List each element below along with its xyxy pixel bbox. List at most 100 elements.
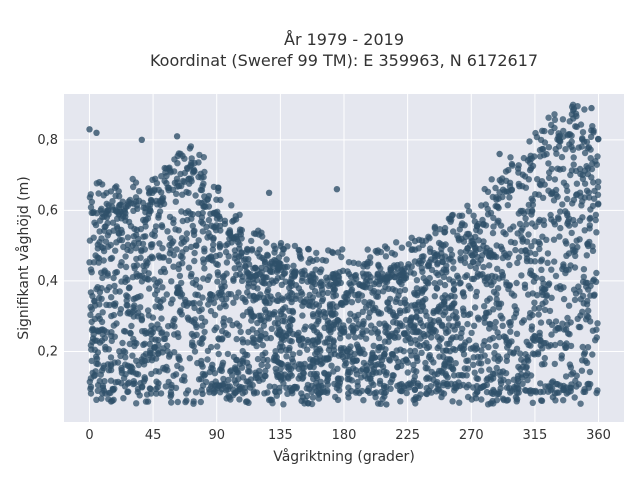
- data-point: [399, 269, 407, 276]
- data-point: [585, 313, 592, 321]
- data-point: [113, 239, 120, 246]
- data-point: [573, 237, 580, 244]
- data-point: [94, 349, 102, 356]
- data-point: [414, 289, 421, 297]
- data-point: [584, 297, 591, 305]
- data-point: [296, 247, 303, 254]
- data-point: [545, 318, 553, 326]
- data-point: [236, 322, 243, 330]
- data-point: [405, 324, 412, 331]
- data-point: [463, 272, 471, 279]
- data-point: [490, 223, 497, 230]
- data-point: [156, 325, 163, 332]
- data-point: [103, 208, 111, 215]
- data-point: [455, 274, 462, 282]
- data-point: [300, 342, 307, 349]
- data-point: [172, 198, 179, 205]
- data-point: [210, 234, 217, 242]
- data-point: [181, 373, 188, 380]
- data-point: [99, 309, 106, 316]
- data-point: [586, 368, 594, 376]
- data-point: [422, 295, 429, 303]
- data-point: [197, 398, 204, 406]
- data-point: [581, 149, 589, 157]
- data-point: [446, 215, 453, 223]
- data-point: [566, 331, 573, 338]
- data-point: [478, 367, 485, 374]
- data-point: [100, 362, 108, 369]
- data-point: [387, 268, 395, 275]
- data-point: [91, 297, 98, 304]
- data-point: [426, 245, 434, 252]
- data-point: [137, 225, 145, 233]
- data-point: [348, 273, 355, 281]
- data-point: [574, 103, 581, 110]
- data-point: [229, 321, 236, 329]
- data-point: [201, 168, 208, 176]
- data-point: [137, 293, 144, 300]
- data-point: [261, 390, 268, 397]
- data-point: [95, 327, 102, 335]
- data-point: [168, 399, 175, 406]
- data-point: [430, 308, 437, 315]
- data-point: [214, 208, 221, 215]
- data-point: [577, 312, 584, 319]
- data-point: [477, 353, 484, 361]
- data-point: [190, 343, 197, 350]
- data-point: [133, 255, 140, 263]
- data-point: [266, 310, 273, 317]
- data-point: [411, 322, 418, 329]
- data-point: [239, 273, 246, 280]
- data-point: [381, 351, 388, 358]
- data-point: [512, 246, 519, 254]
- data-point: [362, 335, 370, 342]
- data-point: [499, 193, 506, 201]
- data-point: [87, 383, 95, 390]
- ticks: 0 45 90 135 180 225 270 315 360 0,2 0,4 0,6 0,8: [37, 133, 611, 443]
- data-point: [541, 354, 548, 362]
- data-point: [503, 384, 511, 391]
- data-point: [551, 116, 559, 124]
- data-point: [168, 278, 175, 285]
- data-point: [587, 282, 594, 290]
- data-point: [176, 272, 184, 280]
- data-point: [187, 175, 195, 182]
- data-point: [163, 291, 170, 298]
- data-point: [318, 266, 325, 273]
- data-point: [559, 116, 567, 123]
- data-point: [345, 317, 353, 324]
- data-point: [537, 153, 544, 160]
- data-point: [410, 379, 417, 386]
- data-point: [96, 301, 103, 308]
- data-point: [198, 335, 206, 343]
- data-point: [521, 281, 529, 288]
- data-point: [239, 294, 246, 302]
- data-point: [109, 385, 116, 393]
- data-point: [93, 355, 101, 362]
- data-point: [176, 356, 183, 363]
- data-point: [539, 127, 546, 134]
- data-point: [499, 274, 506, 281]
- data-point: [570, 216, 577, 224]
- data-point: [568, 229, 575, 237]
- data-point: [450, 281, 458, 288]
- data-point: [226, 317, 233, 324]
- data-point: [513, 330, 521, 337]
- data-point: [528, 195, 535, 202]
- data-point: [332, 310, 339, 318]
- data-point: [239, 339, 247, 346]
- data-point: [524, 376, 531, 384]
- data-point: [146, 188, 153, 196]
- data-point: [371, 354, 378, 361]
- data-point: [504, 396, 512, 404]
- data-point: [464, 202, 471, 209]
- data-point: [288, 295, 295, 303]
- data-point: [213, 196, 220, 203]
- data-point: [548, 331, 555, 338]
- data-point: [558, 153, 566, 161]
- data-point: [112, 247, 119, 254]
- data-point: [457, 334, 464, 341]
- data-point: [566, 361, 574, 368]
- data-point: [484, 188, 492, 195]
- data-point: [560, 179, 568, 186]
